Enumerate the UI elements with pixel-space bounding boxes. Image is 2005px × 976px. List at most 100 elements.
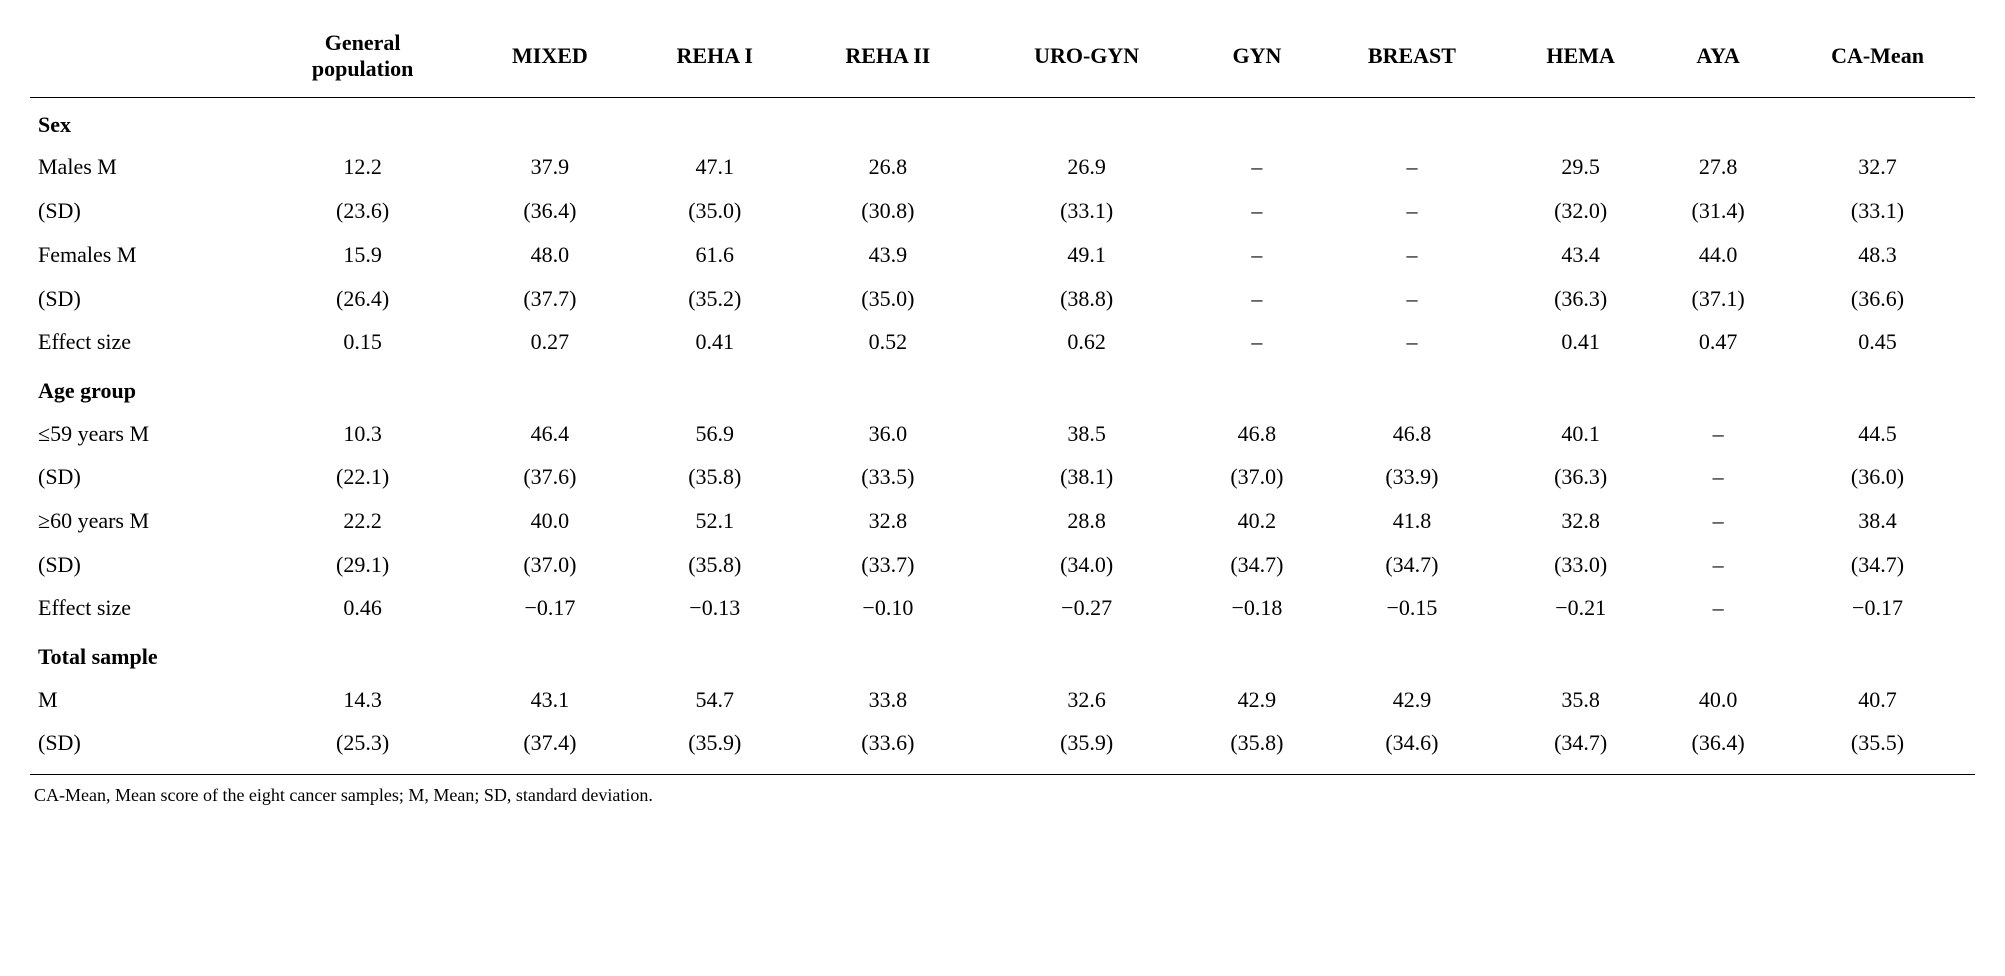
data-cell: (35.9) [632,721,797,774]
column-header: REHA I [632,20,797,97]
data-cell: −0.15 [1319,586,1505,630]
row-label: (SD) [30,721,257,774]
data-cell: (34.6) [1319,721,1505,774]
table-header: GeneralpopulationMIXEDREHA IREHA IIURO-G… [30,20,1975,97]
section-title: Sex [30,97,1975,145]
column-header: AYA [1656,20,1780,97]
row-label: (SD) [30,543,257,587]
section-header-row: Total sample [30,630,1975,678]
data-cell: (34.7) [1505,721,1656,774]
data-cell: (37.0) [1195,455,1319,499]
data-cell: – [1656,499,1780,543]
data-cell: 0.41 [632,320,797,364]
column-header: REHA II [797,20,978,97]
data-cell: 40.0 [468,499,632,543]
data-cell: 43.4 [1505,233,1656,277]
data-cell: 47.1 [632,145,797,189]
table-body: SexMales M12.237.947.126.826.9––29.527.8… [30,97,1975,774]
table-row: (SD)(22.1)(37.6)(35.8)(33.5)(38.1)(37.0)… [30,455,1975,499]
data-table: GeneralpopulationMIXEDREHA IREHA IIURO-G… [30,20,1975,774]
data-cell: (35.0) [632,189,797,233]
data-cell: 37.9 [468,145,632,189]
data-cell: – [1195,233,1319,277]
table-row: Females M15.948.061.643.949.1––43.444.04… [30,233,1975,277]
data-cell: 52.1 [632,499,797,543]
table-row: Effect size0.46−0.17−0.13−0.10−0.27−0.18… [30,586,1975,630]
row-label: (SD) [30,455,257,499]
data-cell: 15.9 [257,233,467,277]
data-cell: 42.9 [1319,678,1505,722]
data-cell: 0.27 [468,320,632,364]
data-cell: (35.8) [1195,721,1319,774]
data-cell: 32.6 [978,678,1195,722]
row-label: Effect size [30,320,257,364]
data-cell: (25.3) [257,721,467,774]
data-cell: – [1319,233,1505,277]
data-cell: – [1195,145,1319,189]
data-cell: 44.0 [1656,233,1780,277]
data-cell: (37.1) [1656,277,1780,321]
data-cell: −0.18 [1195,586,1319,630]
data-cell: (37.6) [468,455,632,499]
column-header: GYN [1195,20,1319,97]
data-cell: (29.1) [257,543,467,587]
data-cell: 26.8 [797,145,978,189]
data-cell: (36.4) [468,189,632,233]
row-label: Males M [30,145,257,189]
data-cell: (37.4) [468,721,632,774]
data-cell: 56.9 [632,412,797,456]
row-label: ≤59 years M [30,412,257,456]
data-cell: −0.27 [978,586,1195,630]
data-cell: 0.45 [1780,320,1975,364]
data-cell: 38.5 [978,412,1195,456]
data-cell: 40.0 [1656,678,1780,722]
data-cell: (35.8) [632,543,797,587]
column-header [30,20,257,97]
section-title: Age group [30,364,1975,412]
data-cell: −0.10 [797,586,978,630]
data-cell: (37.7) [468,277,632,321]
data-cell: 36.0 [797,412,978,456]
table-row: (SD)(25.3)(37.4)(35.9)(33.6)(35.9)(35.8)… [30,721,1975,774]
data-cell: 49.1 [978,233,1195,277]
table-row: (SD)(26.4)(37.7)(35.2)(35.0)(38.8)––(36.… [30,277,1975,321]
data-cell: (38.8) [978,277,1195,321]
table-row: (SD)(23.6)(36.4)(35.0)(30.8)(33.1)––(32.… [30,189,1975,233]
data-cell: 46.8 [1319,412,1505,456]
data-cell: (35.9) [978,721,1195,774]
table-footnote: CA-Mean, Mean score of the eight cancer … [30,775,1975,806]
column-header: MIXED [468,20,632,97]
data-cell: 42.9 [1195,678,1319,722]
data-cell: – [1319,189,1505,233]
data-cell: 44.5 [1780,412,1975,456]
data-cell: (33.5) [797,455,978,499]
data-cell: (33.1) [1780,189,1975,233]
column-header: BREAST [1319,20,1505,97]
row-label: (SD) [30,277,257,321]
table-row: ≤59 years M10.346.456.936.038.546.846.84… [30,412,1975,456]
data-cell: 48.0 [468,233,632,277]
data-cell: (33.7) [797,543,978,587]
data-cell: 12.2 [257,145,467,189]
data-cell: (36.3) [1505,455,1656,499]
section-title: Total sample [30,630,1975,678]
data-cell: 22.2 [257,499,467,543]
data-cell: 35.8 [1505,678,1656,722]
data-cell: −0.17 [468,586,632,630]
row-label: M [30,678,257,722]
data-cell: 32.8 [797,499,978,543]
data-cell: (34.7) [1195,543,1319,587]
data-cell: – [1656,586,1780,630]
data-cell: – [1656,455,1780,499]
data-cell: 26.9 [978,145,1195,189]
data-cell: 48.3 [1780,233,1975,277]
data-cell: (23.6) [257,189,467,233]
data-cell: 54.7 [632,678,797,722]
column-header: URO-GYN [978,20,1195,97]
data-cell: – [1319,145,1505,189]
data-cell: (38.1) [978,455,1195,499]
data-cell: 29.5 [1505,145,1656,189]
column-header: CA-Mean [1780,20,1975,97]
section-header-row: Age group [30,364,1975,412]
data-cell: 33.8 [797,678,978,722]
